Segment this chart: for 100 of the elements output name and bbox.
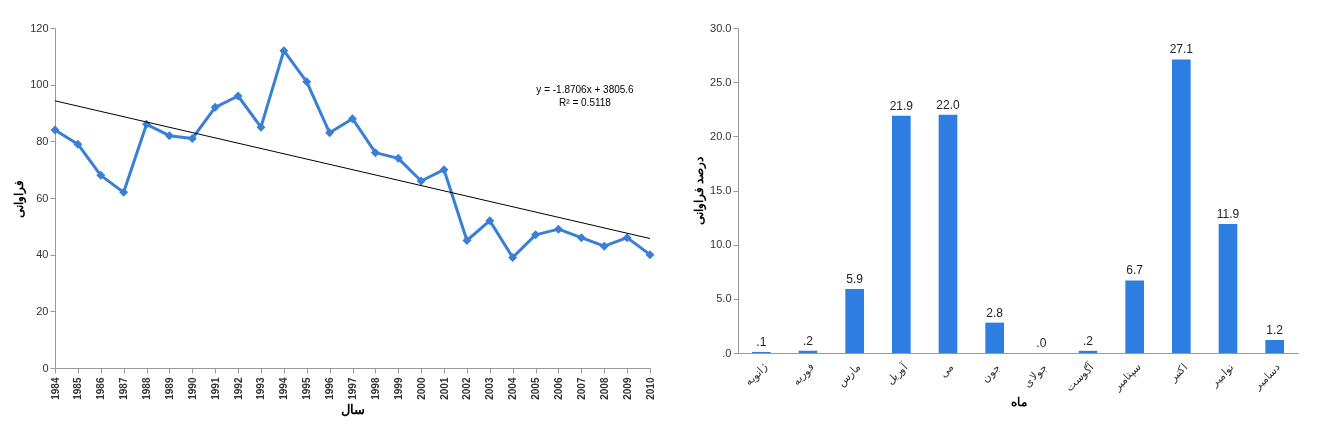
point	[576, 233, 586, 243]
data-label: 21.9	[889, 98, 914, 113]
point	[485, 216, 495, 226]
y-tick-label: 25.0	[710, 75, 732, 88]
bar	[798, 350, 818, 353]
data-label: .1	[756, 334, 767, 349]
bar	[985, 322, 1004, 353]
bar	[1172, 59, 1191, 353]
point	[302, 77, 312, 87]
x-tick-label: سپتامبر	[1109, 360, 1144, 395]
x-tick-label: 2000	[415, 377, 427, 400]
point	[348, 114, 357, 124]
point	[119, 187, 129, 197]
data-label: .0	[1036, 336, 1047, 350]
point	[370, 148, 380, 158]
x-tick-label: ژانویه	[742, 360, 770, 389]
point	[325, 128, 335, 138]
point	[187, 134, 197, 143]
x-tick-label: 1998	[369, 377, 381, 400]
data-label: .2	[1082, 333, 1094, 348]
x-tick-label: 2009	[621, 377, 633, 400]
point	[50, 125, 60, 135]
x-tick-label: 2005	[530, 377, 542, 400]
x-tick-label: 1986	[95, 377, 107, 400]
point	[210, 102, 220, 112]
bar	[1218, 224, 1238, 353]
bar	[938, 114, 958, 353]
data-label: 1.2	[1266, 323, 1284, 337]
x-tick-label: 2007	[575, 377, 587, 400]
x-tick-label: اکتبر	[1165, 360, 1190, 385]
y-tick-label: 30.0	[710, 21, 732, 34]
x-tick-label: فوریه	[789, 360, 817, 388]
x-tick-label: 2004	[507, 377, 519, 400]
x-tick-label: آگوست	[1063, 360, 1098, 395]
point	[553, 224, 563, 234]
y-tick-label: 60	[36, 191, 49, 204]
x-tick-label: 1989	[163, 377, 175, 400]
x-tick-label: 1988	[141, 377, 153, 400]
x-tick-label: 1984	[49, 377, 61, 400]
annotation: R² = 0.5118	[559, 97, 612, 108]
y-tick-label: .0	[722, 346, 732, 359]
x-tick-label: 1993	[255, 377, 267, 400]
point	[531, 230, 541, 240]
x-tick-label: 1990	[186, 377, 198, 400]
x-tick-label: 1994	[278, 377, 290, 400]
x-tick-label: 1995	[301, 377, 313, 400]
x-tick-label: نوامبر	[1207, 360, 1237, 390]
bar	[1125, 280, 1144, 353]
point	[416, 176, 426, 186]
x-tick-label: 1992	[232, 377, 244, 400]
bar	[1265, 340, 1284, 353]
x-tick-label: می	[936, 360, 956, 380]
x-tick-label: 2001	[438, 377, 450, 400]
data-label: .2	[802, 333, 814, 348]
annotation: y = -1.8706x + 3805.6	[536, 84, 635, 95]
x-tick-label: 2002	[461, 377, 473, 400]
point	[96, 170, 106, 180]
x-tick-label: 1996	[324, 377, 336, 400]
point	[164, 131, 174, 141]
point	[645, 250, 655, 260]
x-tick-label: 1999	[392, 377, 404, 400]
data-label: 27.1	[1169, 42, 1194, 57]
x-axis-title: ماه	[1010, 395, 1027, 410]
data-label: 5.9	[846, 272, 864, 287]
x-tick-label: 2006	[552, 377, 564, 400]
bar	[892, 115, 911, 353]
x-tick-label: 1997	[347, 377, 358, 400]
point	[256, 122, 266, 132]
point	[393, 153, 403, 163]
x-axis-title: سال	[341, 401, 365, 417]
point	[279, 46, 289, 56]
y-tick-label: 100	[30, 78, 49, 91]
data-label: 6.7	[1126, 263, 1144, 278]
y-tick-label: 20.0	[710, 129, 732, 142]
x-tick-label: جون	[979, 360, 1004, 385]
y-tick-label: 80	[36, 134, 49, 147]
bar	[845, 289, 864, 353]
point	[233, 91, 243, 101]
x-tick-label: 2008	[598, 377, 610, 400]
y-tick-label: 0	[42, 361, 49, 374]
point	[622, 233, 632, 243]
y-tick-label: 10.0	[710, 238, 732, 251]
x-tick-label: جولای	[1020, 360, 1050, 390]
point	[73, 139, 83, 149]
data-label: 11.9	[1216, 207, 1240, 222]
point	[599, 241, 609, 251]
point	[439, 165, 449, 175]
point	[508, 253, 518, 262]
x-tick-label: 2010	[644, 377, 656, 400]
x-tick-label: 1991	[209, 377, 221, 400]
y-tick-label: 5.0	[716, 292, 732, 305]
y-axis-title: درصد فراوانی	[692, 156, 708, 226]
x-tick-label: دسامبر	[1250, 360, 1284, 394]
y-tick-label: 15.0	[710, 184, 732, 196]
x-tick-label: 1985	[72, 377, 84, 400]
y-axis-title: فراوانی	[12, 179, 28, 218]
y-tick-label: 20	[36, 304, 49, 317]
x-tick-label: 2003	[484, 377, 496, 400]
x-tick-label: آوریل	[883, 360, 911, 387]
bar	[1078, 350, 1098, 353]
